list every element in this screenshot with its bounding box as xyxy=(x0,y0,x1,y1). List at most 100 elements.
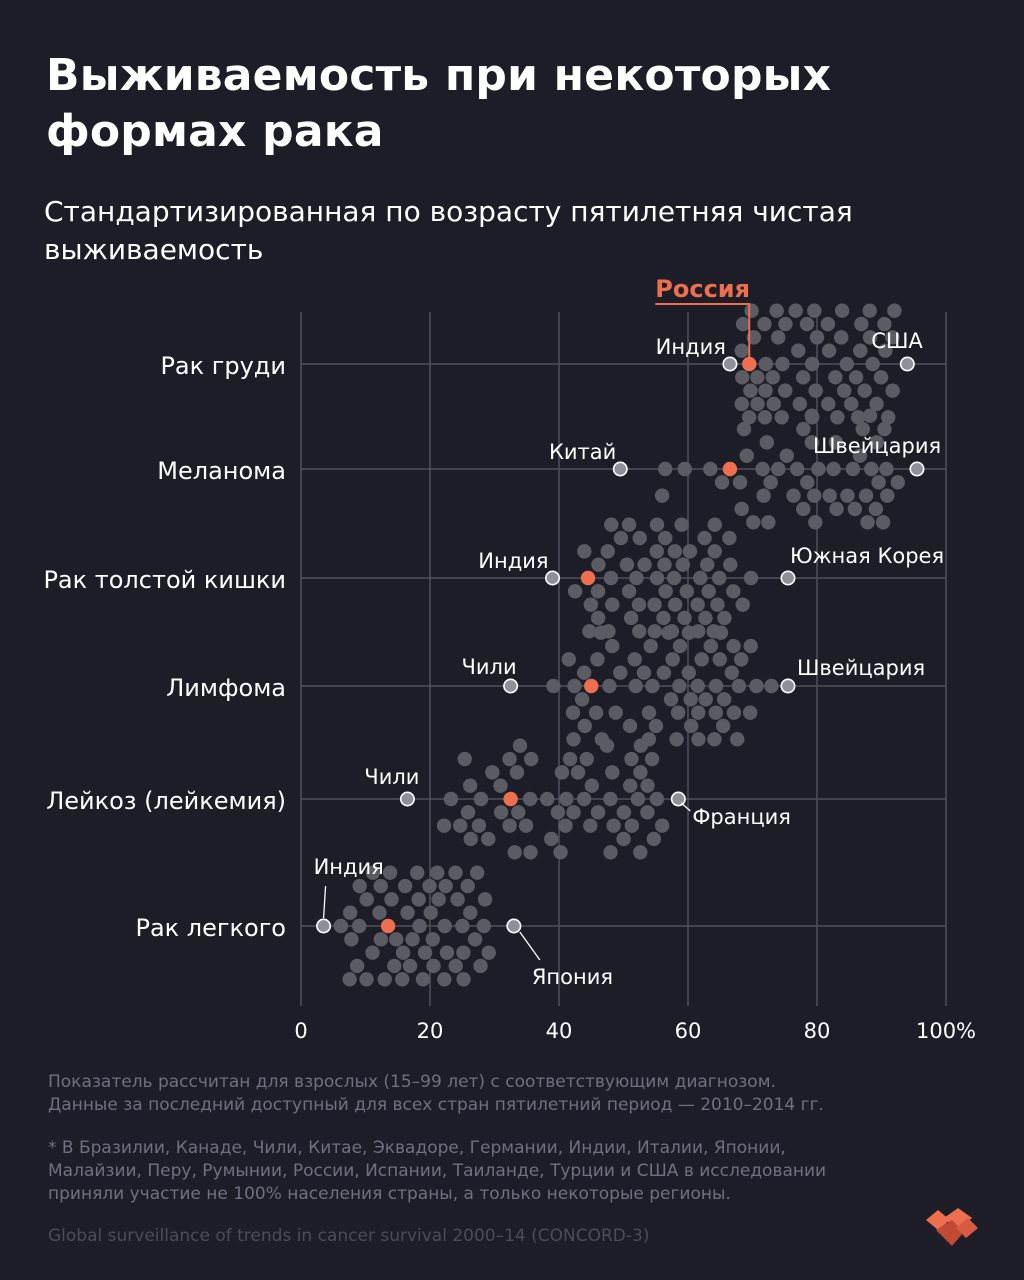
country-dot xyxy=(672,638,688,654)
country-dot xyxy=(388,932,404,947)
country-dot xyxy=(577,718,593,734)
country-dot xyxy=(714,475,730,490)
x-tick-label: 20 xyxy=(417,1019,444,1043)
country-dot xyxy=(583,818,598,833)
x-tick-label: 100% xyxy=(916,1019,976,1043)
country-dot xyxy=(808,383,823,398)
country-dot xyxy=(637,557,652,572)
country-dot xyxy=(698,692,713,707)
country-dot xyxy=(641,705,657,720)
country-dot xyxy=(544,831,559,847)
country-dot xyxy=(574,692,590,707)
country-dot xyxy=(493,778,508,793)
country-dot xyxy=(553,845,568,860)
country-dot xyxy=(546,678,561,694)
country-dot xyxy=(734,652,749,667)
country-dot xyxy=(577,544,592,559)
country-dot xyxy=(735,370,750,385)
country-dot xyxy=(415,972,431,987)
country-dot xyxy=(590,610,606,626)
country-dot xyxy=(804,435,820,450)
country-dot xyxy=(677,610,692,626)
country-dot xyxy=(734,501,749,517)
country-dot xyxy=(746,515,761,530)
country-dot xyxy=(749,678,764,694)
country-dot xyxy=(342,905,358,920)
country-dot xyxy=(875,515,891,530)
country-dot xyxy=(640,805,655,820)
country-dot xyxy=(395,972,410,987)
country-dot xyxy=(439,945,455,960)
country-dot xyxy=(763,475,778,490)
country-dot xyxy=(657,530,673,546)
note-line: * В Бразилии, Канаде, Чили, Китае, Эквад… xyxy=(48,1138,786,1158)
country-dot xyxy=(796,501,811,517)
country-dot xyxy=(701,584,716,599)
country-dot xyxy=(726,638,741,654)
country-dot xyxy=(890,475,905,490)
country-dot xyxy=(730,732,745,747)
country-dot xyxy=(621,584,637,599)
country-dot xyxy=(739,448,754,463)
russia-dot xyxy=(580,570,596,586)
country-dot xyxy=(722,530,737,546)
country-dot xyxy=(460,878,475,894)
country-dot xyxy=(588,705,604,720)
country-dot xyxy=(523,845,538,860)
country-dot xyxy=(844,396,859,412)
country-dot xyxy=(742,705,758,720)
country-dot xyxy=(352,878,367,894)
country-dot xyxy=(744,303,759,318)
country-dot xyxy=(387,958,402,974)
country-dot xyxy=(463,905,478,920)
russia-dot xyxy=(742,356,757,372)
category-label: Меланома xyxy=(157,457,286,485)
title-line: Выживаемость при некоторых xyxy=(46,50,832,101)
country-dot xyxy=(644,751,660,767)
country-dot xyxy=(565,705,581,720)
country-dot xyxy=(758,383,773,398)
country-dot xyxy=(868,501,884,517)
country-dot xyxy=(765,370,781,385)
high-country-label: Швейцария xyxy=(813,434,941,458)
note-line: Показатель рассчитан для взрослых (15–99… xyxy=(48,1072,776,1092)
country-dot xyxy=(397,878,413,894)
leader-line xyxy=(680,802,691,812)
country-dot xyxy=(631,597,647,612)
country-dot xyxy=(877,316,892,332)
country-dot xyxy=(613,530,629,546)
country-dot xyxy=(619,557,635,572)
country-dot xyxy=(633,765,648,780)
category-label: Лейкоз (лейкемия) xyxy=(46,787,286,815)
country-dot xyxy=(694,652,709,667)
country-dot xyxy=(603,791,618,807)
country-dot xyxy=(656,665,672,680)
country-dot xyxy=(771,461,786,477)
country-dot xyxy=(624,751,639,767)
country-dot xyxy=(647,624,662,639)
country-dot xyxy=(566,732,581,747)
country-dot xyxy=(778,316,793,332)
country-dot xyxy=(436,818,452,833)
country-dot xyxy=(757,316,772,332)
country-dot xyxy=(761,515,776,530)
country-dot xyxy=(604,517,619,532)
note-line: Данные за последний доступный для всех с… xyxy=(48,1095,824,1115)
country-dot xyxy=(666,570,682,586)
country-dot xyxy=(887,303,902,318)
country-dot xyxy=(871,475,886,490)
dot-layer xyxy=(316,303,925,987)
country-dot xyxy=(845,461,861,477)
country-dot xyxy=(411,892,426,907)
high-country-label: США xyxy=(871,329,923,353)
country-dot xyxy=(667,597,683,612)
country-dot xyxy=(834,330,849,345)
country-dot xyxy=(724,665,740,680)
country-dot xyxy=(690,597,705,612)
country-dot xyxy=(879,461,894,477)
country-dot xyxy=(723,557,738,572)
country-dot xyxy=(457,751,472,767)
methodology-note: Показатель рассчитан для взрослых (15–99… xyxy=(48,1071,928,1117)
country-dot xyxy=(576,791,592,807)
low-country-dot xyxy=(545,570,561,586)
